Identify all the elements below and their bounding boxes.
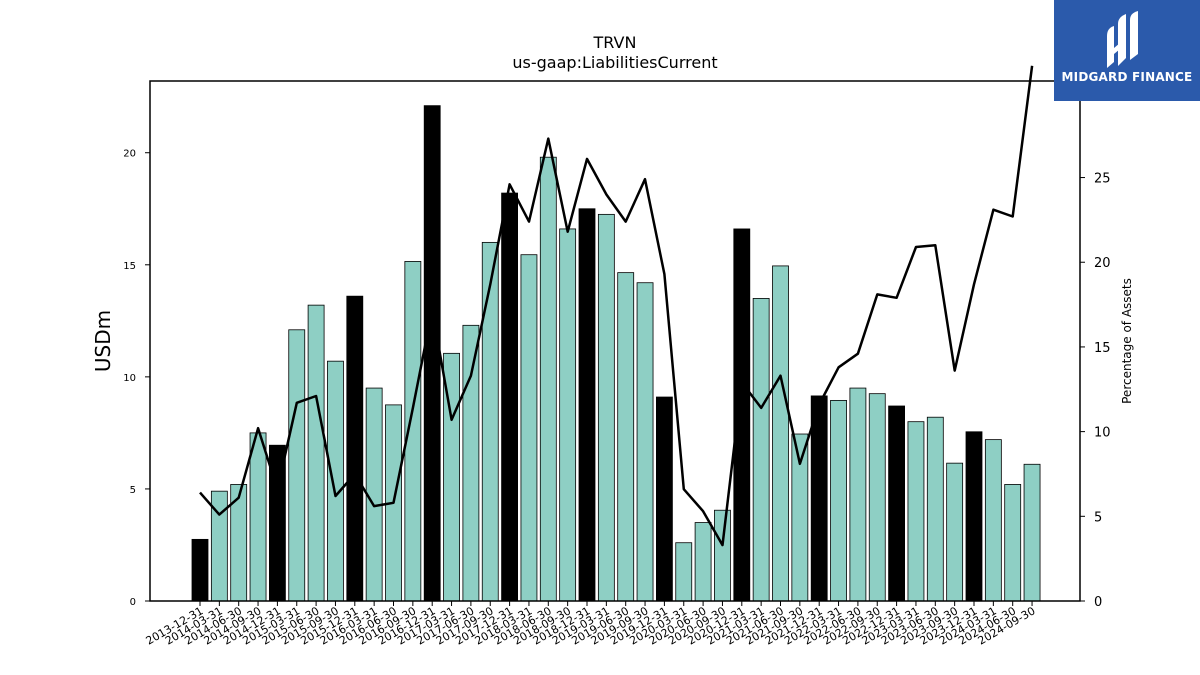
- bar-2017-09-30: [481, 241, 499, 602]
- bar-2015-12-31: [346, 295, 364, 602]
- bar-2020-12-31: [733, 228, 751, 602]
- bar-2020-03-31: [675, 542, 693, 602]
- brand-logo: MIDGARD FINANCE: [1054, 0, 1200, 101]
- y-right-tick-label: 25: [1094, 172, 1111, 187]
- y-right-tick-label: 10: [1094, 426, 1111, 441]
- bar-2018-12-31: [578, 208, 596, 602]
- y-right-tick-label: 5: [1094, 510, 1102, 525]
- bar-2023-09-30: [946, 462, 964, 602]
- bar-2014-09-30: [249, 432, 267, 602]
- bar-2019-03-31: [597, 213, 615, 602]
- bar-2016-12-31: [423, 105, 441, 602]
- bar-2022-03-31: [830, 399, 847, 602]
- line-series: [199, 65, 1034, 547]
- y-right-tick-label: 20: [1094, 256, 1111, 271]
- bar-2015-09-30: [327, 360, 344, 602]
- bar-2013-12-31: [191, 538, 209, 602]
- y-tick-label: 5: [130, 485, 136, 496]
- y-tick-label: 20: [123, 149, 136, 160]
- y-right-tick-label: 15: [1094, 341, 1111, 356]
- brand-name: MIDGARD FINANCE: [1061, 70, 1193, 84]
- x-axis: 2013-12-312014-03-312014-06-302014-09-30…: [144, 601, 1038, 648]
- y-axis-right-label: Percentage of Assets: [1120, 278, 1134, 404]
- bar-2022-06-30: [849, 387, 867, 602]
- bar-2018-06-30: [539, 156, 557, 602]
- plot-frame: [149, 80, 1081, 602]
- y-axis-label: USDm: [91, 310, 115, 372]
- bar-2024-06-30: [1004, 484, 1022, 602]
- bar-series: [191, 105, 1041, 602]
- y-tick-label: 15: [123, 261, 136, 272]
- bar-2024-09-30: [1023, 463, 1041, 602]
- bar-2017-06-30: [462, 324, 480, 602]
- bar-2015-06-30: [307, 304, 325, 602]
- bar-2020-06-30: [694, 522, 712, 602]
- bar-2015-03-31: [288, 329, 306, 602]
- bar-2019-12-31: [656, 396, 673, 602]
- bar-2019-09-30: [636, 282, 654, 602]
- bar-2023-06-30: [926, 416, 944, 602]
- bar-2023-03-31: [907, 421, 925, 602]
- bar-2021-12-31: [810, 395, 828, 602]
- midgard-logo-icon: [1107, 11, 1138, 68]
- y-tick-label: 0: [130, 597, 136, 608]
- bar-2017-12-31: [501, 192, 519, 602]
- bar-2022-09-30: [868, 393, 886, 602]
- bar-2018-03-31: [520, 254, 538, 602]
- bar-2022-12-31: [888, 405, 905, 602]
- bar-2023-12-31: [965, 431, 983, 602]
- bar-2019-06-30: [617, 272, 635, 602]
- bar-2018-09-30: [559, 228, 577, 602]
- chart-subtitle: us-gaap:LiabilitiesCurrent: [512, 53, 717, 72]
- bar-2020-09-30: [714, 509, 731, 602]
- y-right-tick-label: 0: [1094, 595, 1102, 610]
- y-tick-label: 10: [123, 373, 136, 384]
- percentage-line: [199, 65, 1034, 547]
- chart-title: TRVN: [593, 33, 637, 52]
- bar-2024-03-31: [984, 439, 1002, 602]
- y-axis-left: 0 5 10 15 20: [123, 149, 150, 608]
- bar-2021-06-30: [772, 265, 789, 602]
- bar-2021-03-31: [752, 298, 770, 602]
- y-axis-right: 051015202530: [1080, 87, 1111, 610]
